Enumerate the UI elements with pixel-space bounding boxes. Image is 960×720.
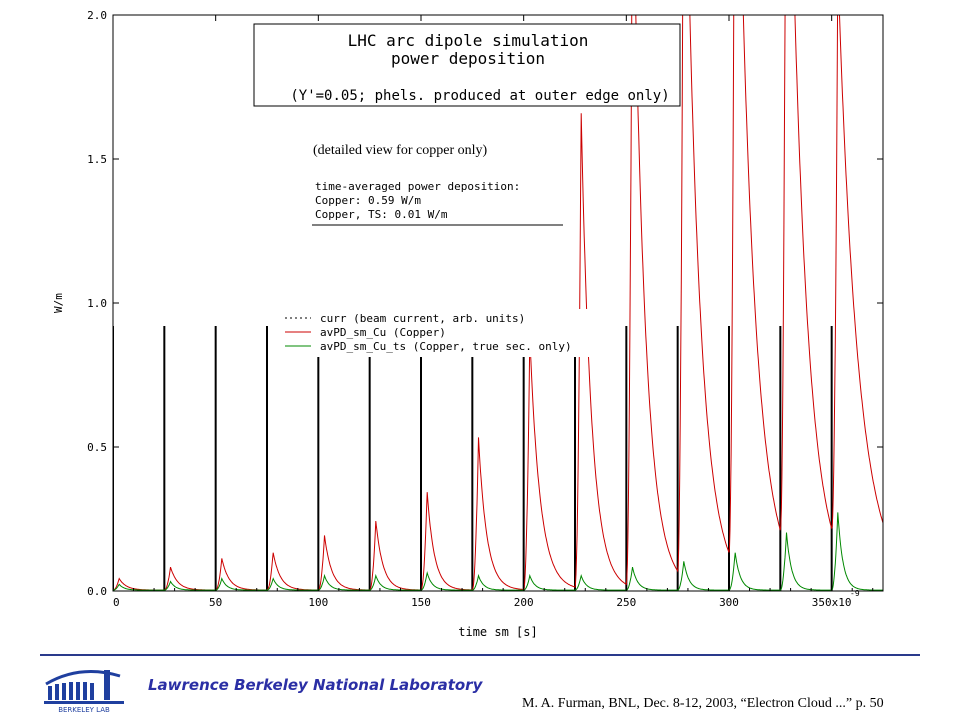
series-copper-line xyxy=(113,15,883,591)
chart-title-line2: power deposition xyxy=(391,49,545,68)
copper-note: (detailed view for copper only) xyxy=(313,143,487,158)
presentation-credit: M. A. Furman, BNL, Dec. 8-12, 2003, “Ele… xyxy=(522,696,884,711)
x-tick-label: 150 xyxy=(411,596,431,609)
legend-label-copper-ts: avPD_sm_Cu_ts (Copper, true sec. only) xyxy=(320,340,572,353)
x-tick-label: 50 xyxy=(209,596,222,609)
summary-line-3: Copper, TS: 0.01 W/m xyxy=(315,208,448,221)
footer-divider xyxy=(40,654,920,656)
x-tick-label: 300 xyxy=(719,596,739,609)
y-axis-label: W/m xyxy=(52,293,65,313)
y-tick-label: 2.0 xyxy=(87,9,107,22)
y-tick-label: 1.0 xyxy=(87,297,107,310)
series-layer xyxy=(113,15,883,591)
axes-layer: 0 50 100 150 200 250 300 350x10 0.0 0.5 1.0 1.5 2.0 xyxy=(87,9,883,609)
summary-line-1: time-averaged power deposition: xyxy=(315,180,520,193)
series-copper-ts-line xyxy=(113,512,883,591)
summary-line-2: Copper: 0.59 W/m xyxy=(315,194,421,207)
x-tick-label: 100 xyxy=(308,596,328,609)
lab-name: Lawrence Berkeley National Laboratory xyxy=(148,676,483,694)
chart-subtitle: (Y'=0.05; phels. produced at outer edge … xyxy=(290,88,669,104)
power-deposition-chart: 0 50 100 150 200 250 300 350x100.00.51.01.52.0 … xyxy=(52,9,884,639)
x-tick-label: 350x10 xyxy=(812,596,852,609)
legend: curr (beam current, arb. units) avPD_sm_… xyxy=(272,309,624,357)
title-box xyxy=(253,23,681,107)
y-tick-label: 1.5 xyxy=(87,153,107,166)
x-tick-label: 200 xyxy=(514,596,534,609)
berkeley-lab-logo: BERKELEY LAB xyxy=(44,670,124,714)
x-exponent-label: -9 xyxy=(850,589,860,598)
series-current xyxy=(113,326,833,591)
chart-title-line1: LHC arc dipole simulation xyxy=(348,31,589,50)
logo-text: BERKELEY LAB xyxy=(58,706,110,714)
legend-label-copper: avPD_sm_Cu (Copper) xyxy=(320,326,446,339)
x-tick-label: 0 xyxy=(113,596,120,609)
legend-label-current: curr (beam current, arb. units) xyxy=(320,312,525,325)
y-tick-label: 0.0 xyxy=(87,585,107,598)
x-axis-label: time sm [s] xyxy=(458,625,537,639)
y-tick-label: 0.5 xyxy=(87,441,107,454)
x-tick-label: 250 xyxy=(616,596,636,609)
